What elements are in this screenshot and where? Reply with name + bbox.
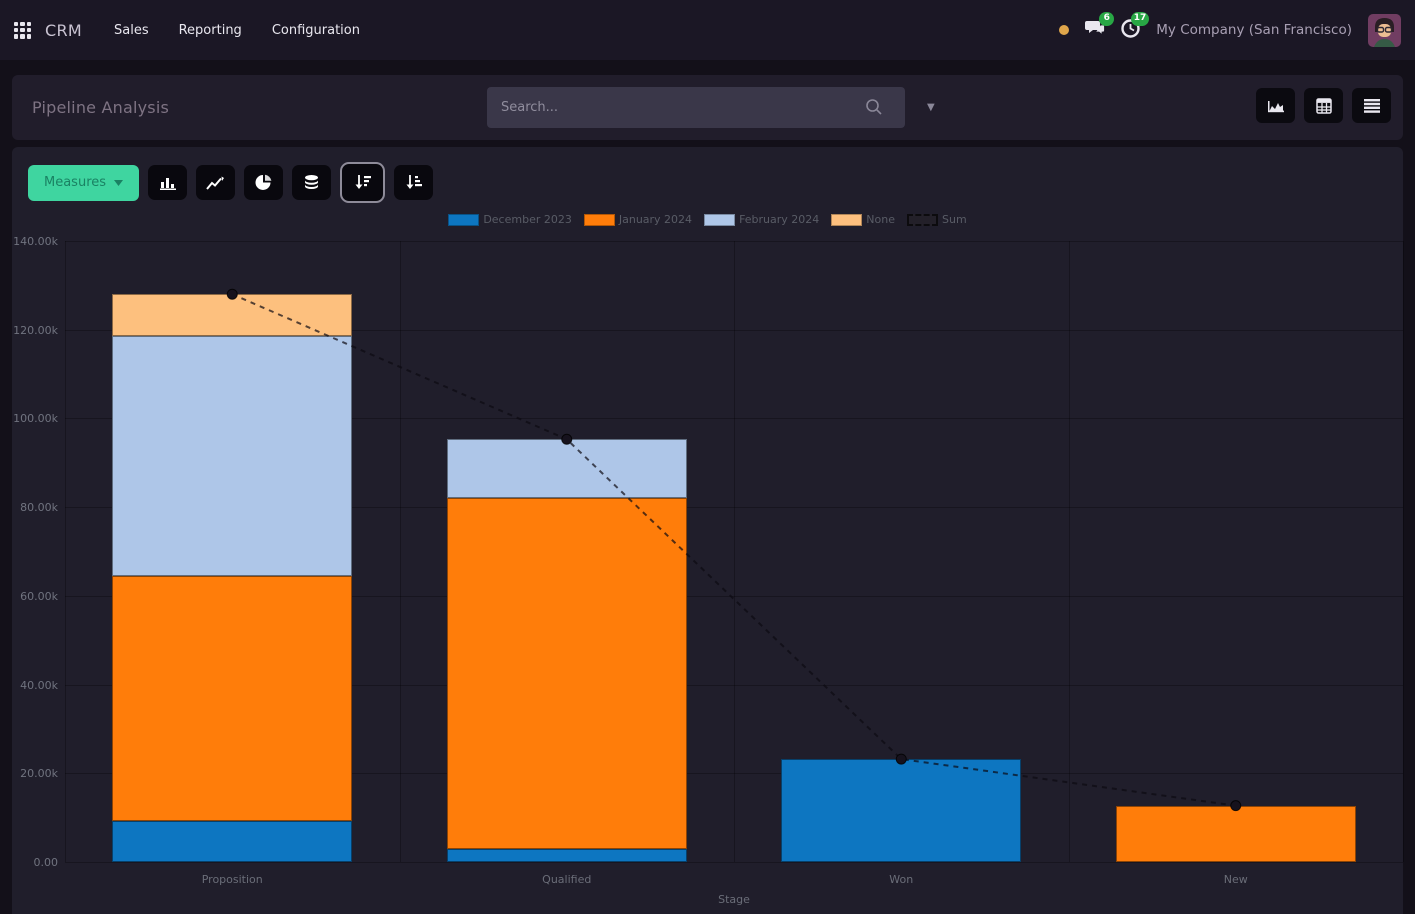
pivot-view-icon [1315,97,1332,114]
y-axis-tick: 0.00 [33,856,59,869]
stacked-icon [305,175,319,189]
y-axis-tick: 20.00k [20,767,58,781]
status-dot-icon [1059,25,1070,35]
nav-menus: Sales Reporting Configuration [114,23,360,38]
avatar[interactable] [1368,13,1401,47]
view-list-button[interactable] [1352,88,1391,123]
bar-segment-january-2024[interactable] [1115,805,1356,862]
control-panel: Pipeline Analysis ▼ [12,75,1403,140]
legend-item-january-2024[interactable]: January 2024 [583,213,693,226]
y-axis-tick: 140.00k [13,235,58,248]
bar-chart-button[interactable] [148,165,188,200]
legend-item-sum[interactable]: Sum [907,213,967,226]
measures-button[interactable]: Measures [28,164,140,201]
legend-swatch [831,213,863,226]
top-navbar: CRM Sales Reporting Configuration 6 17 M… [0,0,1415,60]
sort-ascending-button[interactable] [394,165,434,200]
gridline [399,241,401,862]
bar-segment-december-2023[interactable] [112,820,353,862]
chart-legend: December 2023 January 2024 February 2024 No… [12,213,1403,226]
bar-segment-february-2024[interactable] [446,439,687,499]
y-axis-tick: 40.00k [20,678,58,692]
bar-segment-january-2024[interactable] [446,498,687,850]
search-icon[interactable] [865,98,883,116]
graph-toolbar: Measures [28,162,434,203]
gridline [1403,241,1404,862]
company-name[interactable]: My Company (San Francisco) [1156,22,1352,38]
sort-descending-button[interactable] [340,162,386,203]
legend-label: December 2023 [483,213,572,226]
graph-view-icon [1267,100,1284,112]
gridline [65,241,66,862]
activities-button[interactable]: 17 [1121,11,1150,42]
view-pivot-button[interactable] [1304,88,1343,123]
gridline [65,241,1403,242]
app-name[interactable]: CRM [45,20,82,40]
line-chart-button[interactable] [196,165,236,200]
sort-ascending-icon [406,175,422,189]
y-axis-tick: 100.00k [13,412,58,426]
y-axis-tick: 60.00k [20,589,58,603]
legend-item-december-2023[interactable]: December 2023 [448,213,572,226]
sort-descending-icon [355,175,371,189]
apps-grid-icon[interactable] [14,21,31,39]
messages-badge: 6 [1099,12,1115,26]
search-dropdown-caret-icon[interactable]: ▼ [927,102,935,113]
caret-down-icon [114,179,124,186]
pipeline-analysis-chart: December 2023 January 2024 February 2024 No… [12,147,1404,914]
messages-button[interactable]: 6 [1085,12,1115,41]
legend-swatch [583,213,615,226]
y-axis-tick: 80.00k [20,501,58,515]
pie-chart-button[interactable] [244,165,284,200]
x-axis-label: New [1223,873,1248,886]
legend-label: February 2024 [739,213,820,226]
legend-swatch [907,213,938,226]
legend-swatch [448,213,480,226]
main-content: Measures [12,147,1404,914]
menu-reporting[interactable]: Reporting [178,22,242,38]
gridline [1068,241,1070,862]
menu-configuration[interactable]: Configuration [271,22,360,38]
legend-item-february-2024[interactable]: February 2024 [704,213,819,226]
y-axis-tick: 120.00k [13,323,58,337]
gridline [734,241,735,862]
x-axis-label: Qualified [542,873,592,886]
bar-chart-icon [159,177,176,190]
list-view-icon [1363,99,1380,113]
bar-segment-december-2023[interactable] [446,849,687,862]
stacked-toggle-button[interactable] [292,165,332,200]
activities-badge: 17 [1130,11,1150,26]
measures-label: Measures [44,175,107,190]
gridline [65,862,1403,863]
legend-label: None [866,213,895,226]
legend-label: January 2024 [618,213,693,226]
pie-chart-icon [255,174,272,190]
bar-segment-january-2024[interactable] [112,576,353,821]
bar-segment-february-2024[interactable] [112,336,353,577]
bar-segment-december-2023[interactable] [781,759,1022,862]
x-axis-label: Proposition [201,873,263,886]
legend-item-none[interactable]: None [831,213,895,226]
view-graph-button[interactable] [1256,88,1295,123]
line-chart-icon [206,176,225,190]
view-switcher [1256,88,1391,123]
bar-segment-none[interactable] [112,294,353,337]
x-axis-title: Stage [718,893,750,906]
x-axis-label: Won [889,873,914,886]
legend-label: Sum [942,213,967,226]
menu-sales[interactable]: Sales [114,22,149,38]
legend-swatch [704,213,736,226]
search-input[interactable] [487,87,905,128]
page-title: Pipeline Analysis [32,98,170,117]
